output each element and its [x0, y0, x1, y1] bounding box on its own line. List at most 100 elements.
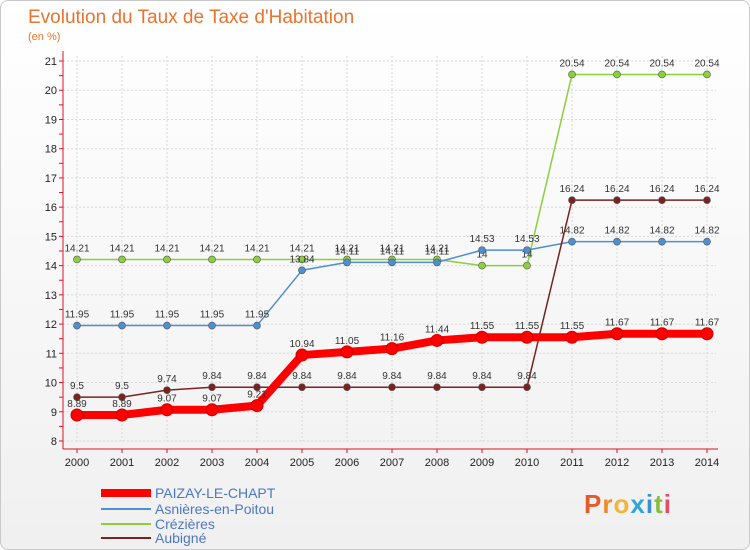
data-label-paizay-le-chapt: 8.89: [112, 399, 132, 410]
data-label-cr-zi-res: 14: [521, 250, 533, 261]
data-point-aubign-: [478, 383, 486, 392]
data-label-paizay-le-chapt: 11.44: [425, 324, 450, 335]
logo-letter: P: [584, 489, 603, 519]
data-label-paizay-le-chapt: 8.89: [67, 399, 87, 410]
y-tick-label: 18: [45, 144, 57, 156]
data-label-asni-res-en-poitou: 14.82: [694, 226, 719, 237]
data-label-cr-zi-res: 14.21: [289, 243, 314, 254]
data-label-cr-zi-res: 14.21: [379, 243, 404, 254]
y-tick-label: 16: [45, 202, 57, 214]
data-point-aubign-: [433, 383, 441, 392]
data-point-asni-res-en-poitou: [658, 237, 666, 246]
data-label-asni-res-en-poitou: 11.95: [155, 310, 180, 321]
data-label-asni-res-en-poitou: 14.82: [649, 226, 674, 237]
data-label-paizay-le-chapt: 11.67: [605, 318, 630, 329]
data-point-cr-zi-res: [73, 255, 81, 264]
data-label-aubign-: 16.24: [694, 184, 719, 195]
y-tick-label: 19: [45, 114, 57, 126]
data-point-paizay-le-chapt: [160, 403, 174, 417]
data-label-cr-zi-res: 20.54: [649, 58, 674, 69]
data-point-cr-zi-res: [253, 255, 261, 264]
x-tick-label: 2001: [110, 457, 134, 469]
data-point-asni-res-en-poitou: [118, 321, 126, 330]
logo-letter: x: [630, 489, 646, 519]
data-point-cr-zi-res: [118, 255, 126, 264]
data-label-cr-zi-res: 20.54: [559, 58, 584, 69]
x-tick-label: 2011: [560, 457, 584, 469]
data-label-aubign-: 16.24: [649, 184, 674, 195]
proxiti-logo: Proxiti: [584, 489, 672, 520]
data-point-asni-res-en-poitou: [163, 321, 171, 330]
logo-letter: o: [613, 489, 631, 519]
data-point-cr-zi-res: [568, 70, 576, 79]
x-tick-label: 2004: [245, 457, 269, 469]
data-point-paizay-le-chapt: [655, 327, 669, 341]
data-label-cr-zi-res: 14: [476, 250, 488, 261]
legend-label-asni-res-en-poitou: Asnières-en-Poitou: [155, 501, 274, 517]
data-point-asni-res-en-poitou: [568, 237, 576, 246]
data-label-asni-res-en-poitou: 14.53: [514, 234, 539, 245]
x-tick-label: 2012: [605, 457, 629, 469]
logo-letter: i: [663, 489, 672, 519]
data-point-cr-zi-res: [478, 261, 486, 270]
data-point-paizay-le-chapt: [385, 342, 399, 356]
data-point-paizay-le-chapt: [70, 408, 84, 422]
data-point-aubign-: [208, 383, 216, 392]
data-point-cr-zi-res: [613, 70, 621, 79]
data-label-cr-zi-res: 14.21: [109, 243, 134, 254]
legend-label-cr-zi-res: Crézières: [155, 516, 215, 532]
x-tick-label: 2000: [65, 457, 89, 469]
data-point-asni-res-en-poitou: [703, 237, 711, 246]
data-label-asni-res-en-poitou: 11.95: [200, 310, 225, 321]
data-label-asni-res-en-poitou: 13.84: [289, 254, 314, 265]
data-point-paizay-le-chapt: [565, 330, 579, 344]
data-point-paizay-le-chapt: [700, 327, 714, 341]
data-label-aubign-: 9.84: [337, 371, 357, 382]
data-label-aubign-: 9.84: [247, 371, 267, 382]
x-tick-label: 2010: [515, 457, 539, 469]
data-label-aubign-: 9.74: [157, 374, 177, 385]
x-tick-label: 2008: [425, 457, 449, 469]
data-label-cr-zi-res: 20.54: [694, 58, 719, 69]
data-point-paizay-le-chapt: [115, 408, 129, 422]
data-label-aubign-: 9.5: [70, 381, 84, 392]
data-label-paizay-le-chapt: 11.16: [380, 333, 405, 344]
data-point-paizay-le-chapt: [295, 348, 309, 362]
data-label-paizay-le-chapt: 11.55: [560, 321, 585, 332]
x-tick-label: 2002: [155, 457, 179, 469]
data-point-aubign-: [388, 383, 396, 392]
data-point-asni-res-en-poitou: [298, 266, 306, 275]
data-point-cr-zi-res: [298, 255, 306, 264]
data-point-cr-zi-res: [703, 70, 711, 79]
legend-label-paizay-le-chapt: PAIZAY-LE-CHAPT: [155, 485, 276, 501]
data-label-aubign-: 9.84: [202, 371, 222, 382]
data-point-aubign-: [163, 386, 171, 394]
data-label-aubign-: 9.84: [517, 371, 537, 382]
y-tick-label: 12: [45, 319, 57, 331]
data-point-aubign-: [118, 393, 126, 401]
data-label-aubign-: 16.24: [604, 184, 629, 195]
logo-letter: t: [654, 489, 664, 519]
y-tick-label: 8: [51, 436, 57, 448]
data-point-paizay-le-chapt: [520, 330, 534, 344]
x-tick-label: 2005: [290, 457, 314, 469]
data-point-cr-zi-res: [163, 255, 171, 264]
data-point-asni-res-en-poitou: [343, 258, 351, 267]
y-tick-label: 13: [45, 290, 57, 302]
data-point-aubign-: [253, 383, 261, 392]
data-point-aubign-: [658, 196, 666, 204]
data-label-cr-zi-res: 14.21: [199, 243, 224, 254]
data-label-aubign-: 9.84: [382, 371, 402, 382]
data-point-aubign-: [343, 383, 351, 392]
x-tick-label: 2009: [470, 457, 494, 469]
data-point-asni-res-en-poitou: [253, 321, 261, 330]
data-point-aubign-: [73, 393, 81, 401]
data-label-asni-res-en-poitou: 11.95: [65, 310, 90, 321]
data-point-paizay-le-chapt: [205, 403, 219, 417]
data-label-paizay-le-chapt: 11.55: [515, 321, 540, 332]
x-tick-label: 2003: [200, 457, 224, 469]
data-point-paizay-le-chapt: [340, 345, 354, 359]
x-tick-label: 2006: [335, 457, 359, 469]
data-label-cr-zi-res: 20.54: [604, 58, 629, 69]
data-label-aubign-: 9.5: [115, 381, 129, 392]
